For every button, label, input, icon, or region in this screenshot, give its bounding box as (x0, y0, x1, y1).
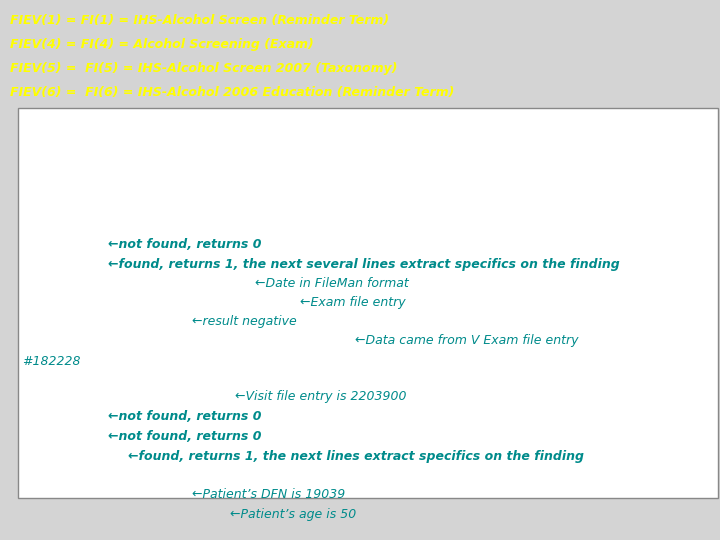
Text: ←Exam file entry: ←Exam file entry (300, 296, 405, 309)
Text: ←not found, returns 0: ←not found, returns 0 (108, 410, 261, 423)
Text: ←Data came from V Exam file entry: ←Data came from V Exam file entry (355, 334, 578, 347)
Text: ←found, returns 1, the next lines extract specifics on the finding: ←found, returns 1, the next lines extrac… (128, 450, 584, 463)
Text: FIEV(1) = FI(1) = IHS-Alcohol Screen (Reminder Term): FIEV(1) = FI(1) = IHS-Alcohol Screen (Re… (10, 14, 389, 27)
Text: ←Date in FileMan format: ←Date in FileMan format (255, 277, 409, 290)
Text: ←Patient’s DFN is 19039: ←Patient’s DFN is 19039 (192, 488, 346, 501)
Text: ←not found, returns 0: ←not found, returns 0 (108, 238, 261, 251)
Text: ←not found, returns 0: ←not found, returns 0 (108, 430, 261, 443)
Text: ←Visit file entry is 2203900: ←Visit file entry is 2203900 (235, 390, 407, 403)
Bar (18, 108, 718, 498)
Text: ←found, returns 1, the next several lines extract specifics on the finding: ←found, returns 1, the next several line… (108, 258, 620, 271)
Text: #182228: #182228 (22, 355, 81, 368)
Text: ←result negative: ←result negative (192, 315, 297, 328)
Text: FIEV(6) =  FI(6) = IHS-Alcohol 2006 Education (Reminder Term): FIEV(6) = FI(6) = IHS-Alcohol 2006 Educa… (10, 86, 454, 99)
Text: FIEV(4) = FI(4) = Alcohol Screening (Exam): FIEV(4) = FI(4) = Alcohol Screening (Exa… (10, 38, 314, 51)
Text: FIEV(5) =  FI(5) = IHS-Alcohol Screen 2007 (Taxonomy): FIEV(5) = FI(5) = IHS-Alcohol Screen 200… (10, 62, 397, 75)
Text: ←Patient’s age is 50: ←Patient’s age is 50 (230, 508, 356, 521)
